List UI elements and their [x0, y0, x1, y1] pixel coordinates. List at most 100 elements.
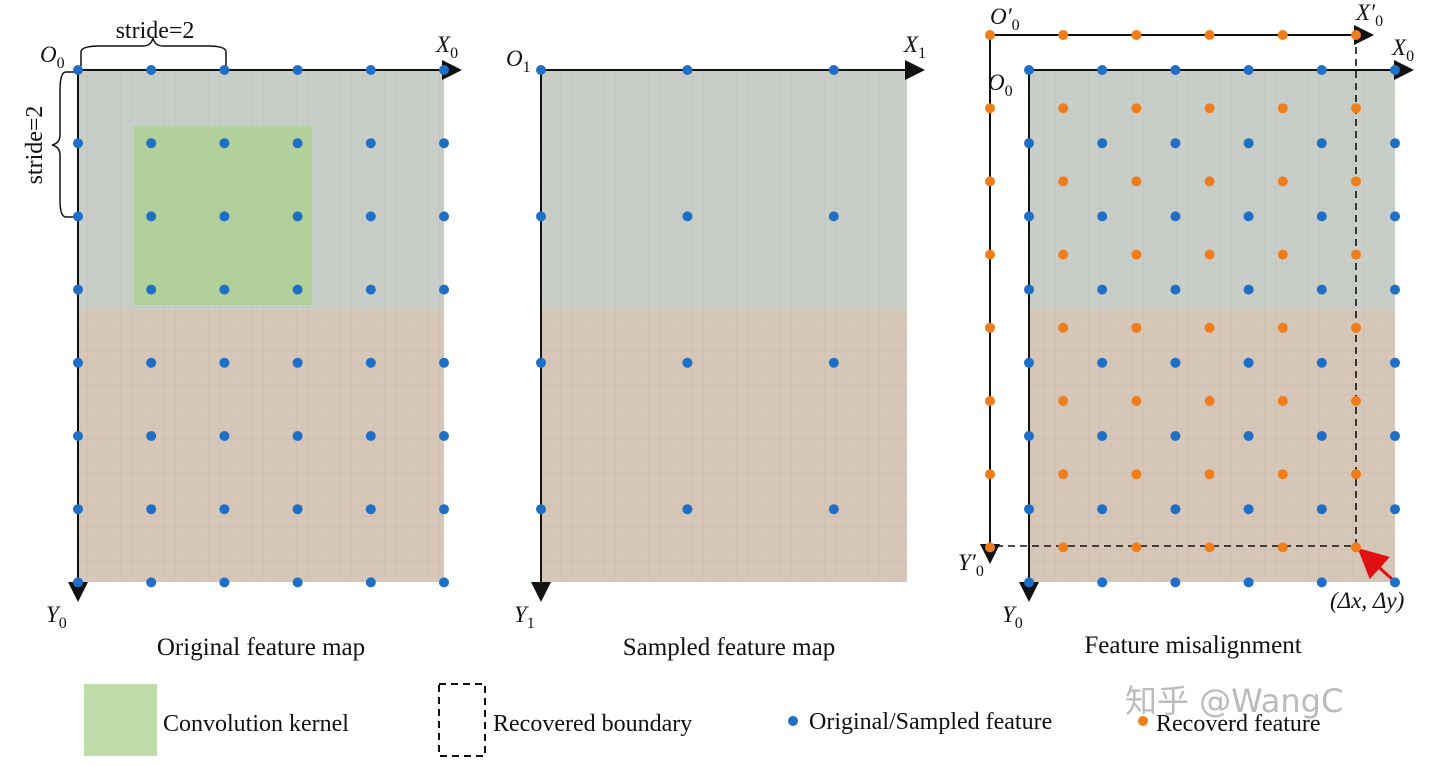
feature-dot	[682, 211, 693, 222]
caption: Feature misalignment	[1084, 632, 1301, 659]
feature-dot	[985, 322, 995, 333]
feature-dot	[219, 431, 230, 441]
feature-dot	[146, 65, 157, 75]
feature-dot	[1097, 284, 1108, 295]
feature-dot	[1390, 357, 1400, 368]
feature-dot	[439, 357, 449, 368]
feature-dot	[1277, 30, 1288, 40]
axis-label: Y′0	[958, 550, 984, 580]
watermark: 知乎 @WangC	[1125, 682, 1343, 720]
feature-dot	[1390, 138, 1400, 149]
feature-dot	[1024, 504, 1034, 515]
feature-dot	[73, 357, 83, 368]
feature-dot	[1131, 396, 1142, 406]
feature-dot	[1277, 176, 1288, 187]
feature-dot	[1316, 138, 1327, 149]
feature-dot	[1024, 357, 1034, 368]
feature-dot	[1170, 65, 1181, 75]
feature-dot	[1097, 65, 1108, 75]
feature-dot	[682, 65, 693, 75]
feature-dot	[292, 65, 303, 75]
feature-dot	[1024, 431, 1034, 441]
feature-dot	[365, 211, 376, 222]
feature-dot	[439, 431, 449, 441]
feature-dot	[1316, 284, 1327, 295]
feature-dot	[1204, 542, 1215, 553]
stride-label: stride=2	[116, 18, 195, 44]
legend-swatch	[438, 683, 486, 757]
feature-dot	[1131, 103, 1142, 114]
axis-label: Y0	[1002, 602, 1023, 632]
axis-label: O′0	[990, 4, 1020, 34]
offset-arrow	[1357, 547, 1395, 582]
feature-dot	[1351, 249, 1361, 260]
stride-label: stride=2	[22, 106, 48, 185]
feature-dot	[1131, 469, 1142, 480]
feature-dot	[1316, 431, 1327, 441]
feature-dot	[1390, 431, 1400, 441]
feature-dot	[1316, 65, 1327, 75]
feature-dot	[1243, 138, 1254, 149]
feature-dot	[1351, 396, 1361, 406]
photo-grid	[541, 70, 907, 582]
feature-dot	[985, 542, 995, 553]
feature-dot	[73, 431, 83, 441]
feature-dot	[1131, 249, 1142, 260]
feature-dot	[219, 577, 230, 588]
feature-dot	[1170, 138, 1181, 149]
feature-dot	[292, 284, 303, 295]
feature-dot	[1058, 176, 1069, 187]
feature-dot	[1204, 30, 1215, 40]
feature-dot	[73, 138, 83, 149]
feature-dot	[1351, 176, 1361, 187]
axis-label: O0	[988, 70, 1013, 100]
legend-swatch	[1138, 716, 1148, 726]
feature-dot	[1024, 577, 1034, 588]
legend-swatch	[84, 684, 157, 756]
feature-dot	[1316, 211, 1327, 222]
feature-dot	[219, 357, 230, 368]
feature-dot	[1390, 211, 1400, 222]
feature-dot	[1170, 284, 1181, 295]
feature-dot	[1243, 431, 1254, 441]
caption: Original feature map	[157, 634, 365, 661]
feature-dot	[1204, 103, 1215, 114]
feature-dot	[73, 577, 83, 588]
feature-dot	[682, 357, 693, 368]
feature-dot	[73, 284, 83, 295]
feature-dot	[1170, 357, 1181, 368]
legend-swatch	[788, 716, 798, 726]
axis-label: O1	[506, 46, 531, 76]
feature-dot	[365, 138, 376, 149]
feature-dot	[439, 577, 449, 588]
feature-dot	[292, 577, 303, 588]
feature-dot	[1243, 504, 1254, 515]
feature-dot	[365, 65, 376, 75]
feature-dot	[1277, 396, 1288, 406]
feature-dot	[1024, 284, 1034, 295]
feature-dot	[985, 249, 995, 260]
feature-dot	[146, 504, 157, 515]
feature-dot	[439, 65, 449, 75]
feature-dot	[1277, 322, 1288, 333]
feature-dot	[365, 431, 376, 441]
feature-dot	[1204, 176, 1215, 187]
feature-dot	[1131, 322, 1142, 333]
dots	[73, 30, 1400, 588]
feature-dot	[828, 357, 839, 368]
legend-label: Convolution kernel	[163, 711, 349, 737]
feature-dot	[1058, 30, 1069, 40]
legend-label: Recovered boundary	[493, 711, 692, 737]
feature-dot	[1277, 469, 1288, 480]
feature-dot	[1097, 577, 1108, 588]
feature-dot	[1243, 211, 1254, 222]
feature-dot	[1170, 504, 1181, 515]
feature-dot	[1243, 284, 1254, 295]
feature-dot	[1243, 577, 1254, 588]
feature-dot	[1351, 30, 1361, 40]
feature-dot	[1024, 211, 1034, 222]
feature-dot	[1097, 138, 1108, 149]
axis-label: O0	[40, 42, 65, 72]
axis-label: X1	[903, 32, 926, 62]
